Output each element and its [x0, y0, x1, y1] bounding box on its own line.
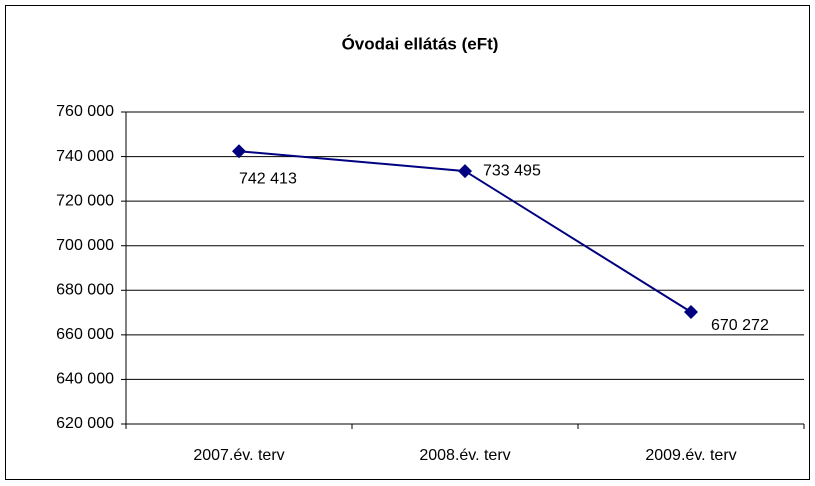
y-tick-label: 740 000 — [56, 148, 114, 165]
y-tick-label: 680 000 — [56, 282, 114, 299]
y-tick-label: 620 000 — [56, 415, 114, 432]
y-tick-label: 720 000 — [56, 192, 114, 209]
y-tick-label: 660 000 — [56, 326, 114, 343]
x-tick-label: 2007.év. terv — [193, 447, 284, 464]
x-tick-label: 2009.év. terv — [645, 447, 736, 464]
x-tick-label: 2008.év. terv — [419, 447, 510, 464]
data-label: 670 272 — [711, 317, 769, 334]
marker — [232, 144, 246, 159]
y-tick-label: 640 000 — [56, 371, 114, 388]
data-label: 742 413 — [239, 170, 297, 187]
y-tick-label: 760 000 — [56, 103, 114, 120]
marker — [458, 164, 472, 179]
chart-title: Óvodai ellátás (eFt) — [342, 34, 499, 53]
y-tick-label: 700 000 — [56, 237, 114, 254]
data-label: 733 495 — [483, 162, 541, 179]
marker — [684, 304, 698, 319]
chart-border — [5, 5, 810, 480]
